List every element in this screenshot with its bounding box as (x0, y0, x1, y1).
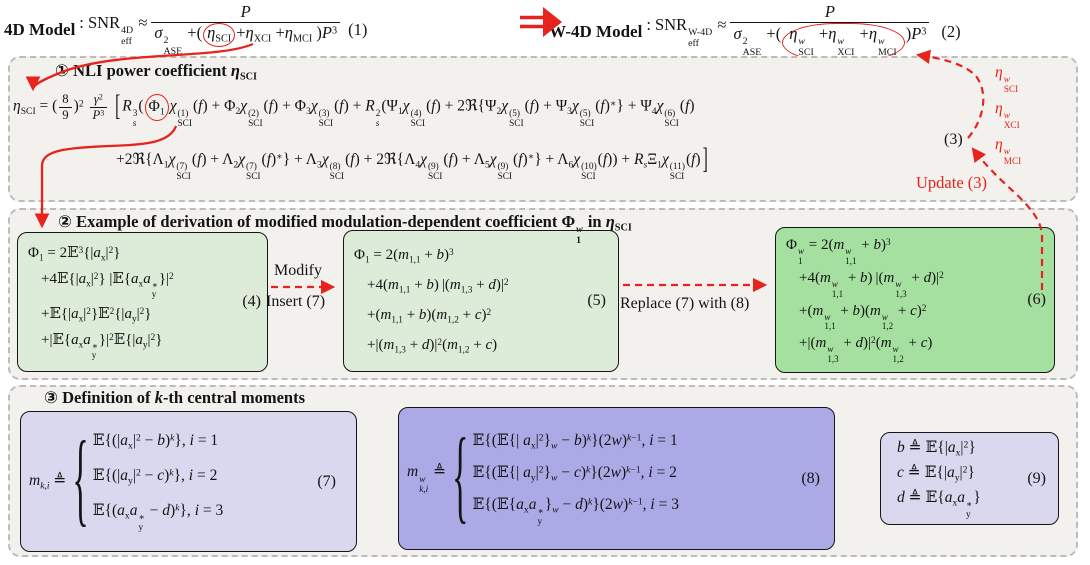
left-brace: { (452, 419, 469, 535)
equation-5-box: Φ1 = 2(m1,1 + b)3 +4(m1,1 + b) |(m1,3 + … (343, 230, 619, 372)
eq3-line1: ηSCI = (8 9)2 γ2 P3 [R 3 s(Φ1 χ (1) SCI (f) + Φ2… (13, 89, 695, 129)
update-label: Update (3) (916, 173, 988, 192)
eq7-case: 𝔼{(|ax|2 − b)k}, i = 1 (92, 431, 219, 451)
eq8-case: 𝔼{(𝔼{| ax|2}w − b)k}(2w)k−1, i = 1 (472, 431, 678, 451)
equation-7-box: mk,i ≜ { 𝔼{(|ax|2 − b)k}, i = 1 𝔼{(|ay|2… (20, 411, 357, 552)
eq2-denominator: σ 2 ASE +(η w SCI +η w XCI +η w MCI)P3 (730, 21, 930, 62)
eta-w-labels: η w SCI η w XCI η w MCI (995, 64, 1022, 168)
eq6-number: (6) (1027, 291, 1046, 308)
eq8-case: 𝔼{(𝔼{axa ∗ y}w − d)k}(2w)k−1, i = 3 (472, 496, 679, 528)
eq6-line: +4(m w 1,1 + b) |(m w 1,3 + d)|2 (799, 269, 944, 299)
eq7-case: 𝔼{(axa ∗ y − d)k}, i = 3 (92, 502, 224, 534)
eq7-lhs: mk,i ≜ (29, 472, 67, 492)
model-w4d-label: W-4D Model (549, 22, 643, 42)
eq2-number: (2) (941, 22, 961, 42)
eq6-line: +(m w 1,1 + b)(m w 1,2 + c)2 (799, 302, 927, 332)
eq9-definition: c ≜ 𝔼{|ay|2} (897, 463, 975, 484)
eq9-number: (9) (1027, 469, 1046, 487)
eq8-case: 𝔼{(𝔼{| ay|2}w − c)k}(2w)k−1, i = 2 (472, 463, 677, 484)
eq2-numerator: P (824, 2, 835, 21)
eta-w-xci-label: η w XCI (995, 100, 1020, 132)
section1-title: ① NLI power coefficient ηSCI (55, 61, 257, 83)
eq1-number: (1) (348, 20, 368, 40)
eq8-cases: 𝔼{(𝔼{| ax|2}w − b)k}(2w)k−1, i = 1 𝔼{(𝔼{… (472, 430, 679, 528)
eq5-number: (5) (587, 292, 606, 309)
eta-w-sci-label: η w SCI (995, 64, 1019, 96)
equation-9-box: b ≜ 𝔼{|ax|2} c ≜ 𝔼{|ay|2} d ≜ 𝔼{axa ∗ y} (… (880, 432, 1059, 525)
replace-label: Replace (7) with (8) (620, 295, 750, 312)
left-brace: { (72, 422, 89, 538)
eq3-line2: +2ℜ{Λ1χ (7) SCI (f) + Λ2χ (7) SCI (f)∗} + Λ3χ(… (116, 143, 708, 183)
model-4d-label: 4D Model (4, 20, 76, 40)
eq7-cases: 𝔼{(|ax|2 − b)k}, i = 1 𝔼{(|ay|2 − c)k}, … (93, 430, 224, 534)
eq2-lhs: : SNR W-4D eff ≈ (646, 14, 727, 50)
eq2-fraction: P σ 2 ASE +(η w SCI +η w XCI +η w MCI)P3 (730, 2, 930, 62)
eq1-lhs: : SNR 4D eff ≈ (79, 12, 148, 48)
equation-1: 4D Model: SNR 4D eff ≈ P σ 2 ASE +(ηSCI +ηXCI… (4, 2, 368, 58)
equation-2: W-4D Model: SNR W-4D eff ≈ P σ 2 ASE +(η w SCI… (549, 2, 961, 62)
eq3-number: (3) (944, 131, 963, 148)
eq4-line: +4𝔼{|ax|2} |𝔼{axa ∗ y}|2 (41, 270, 174, 300)
eq4-line: Φ1 = 2𝔼3{|ax|2} (28, 244, 121, 264)
eq8-lhs: m w k,i ≜ (407, 463, 447, 495)
eq1-denominator: σ 2 ASE +(ηSCI +ηXCI +ηMCI )P3 (151, 21, 341, 58)
eq7-case: 𝔼{(|ay|2 − c)k}, i = 2 (92, 466, 218, 487)
modify-label: Modify (274, 262, 322, 279)
eq9-definition: d ≜ 𝔼{axa ∗ y} (897, 489, 981, 521)
eq9-definition: b ≜ 𝔼{|ax|2} (897, 438, 976, 458)
eq4-number: (4) (242, 293, 261, 310)
eq4-line: +𝔼{|ax|2}𝔼2{|ay|2} (41, 305, 152, 325)
section2-title: ② Example of derivation of modified modu… (58, 212, 632, 247)
equation-4-box: Φ1 = 2𝔼3{|ax|2} +4𝔼{|ax|2} |𝔼{axa ∗ y}|2 +… (17, 232, 268, 372)
eq6-line: +|(m w 1,3 + d)|2(m w 1,2 + c) (799, 335, 933, 364)
equation-8-box: m w k,i ≜ { 𝔼{(𝔼{| ax|2}w − b)k}(2w)k−1, i… (398, 407, 835, 550)
eq5-line: +4(m1,1 + b) |(m1,3 + d)|2 (367, 277, 509, 296)
eq9-definitions: b ≜ 𝔼{|ax|2} c ≜ 𝔼{|ay|2} d ≜ 𝔼{axa ∗ y} (897, 437, 981, 521)
eta-w-mci-label: η w MCI (995, 136, 1022, 168)
eq1-fraction: P σ 2 ASE +(ηSCI +ηXCI +ηMCI )P3 (151, 2, 341, 58)
section3-title: ③ Definition of k-th central moments (44, 388, 305, 407)
eq4-line: +|𝔼{axa ∗ y}|2𝔼{|ay|2} (41, 331, 163, 361)
eq1-numerator: P (240, 2, 251, 21)
eq7-number: (7) (317, 472, 336, 490)
eq5-line: +|(m1,3 + d)|2(m1,2 + c) (367, 337, 498, 356)
insert-label: Insert (7) (266, 293, 326, 310)
eq5-line: Φ1 = 2(m1,1 + b)3 (354, 247, 454, 266)
eq5-line: +(m1,1 + b)(m1,2 + c)2 (367, 307, 492, 326)
eq8-number: (8) (801, 469, 820, 487)
